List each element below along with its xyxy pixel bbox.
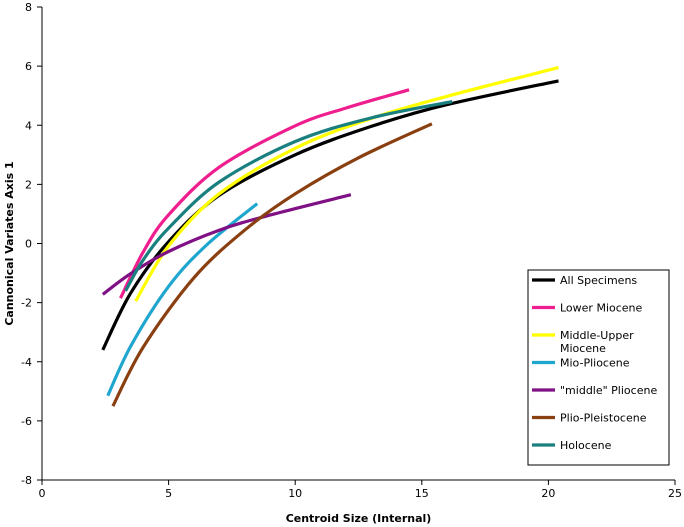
series-line-1: [101, 79, 559, 351]
legend-label: Lower Miocene: [560, 302, 643, 315]
y-tick-label: 8: [25, 1, 32, 14]
legend: All Specimens Lower Miocene Middle-Upper Mi…: [527, 269, 670, 466]
series-line-6: [111, 122, 433, 407]
legend-box: [527, 269, 670, 466]
legend-label: All Specimens: [560, 274, 637, 287]
y-tick-label: 6: [25, 60, 32, 73]
x-tick-label: 0: [39, 487, 46, 500]
series-line-3: [134, 66, 559, 302]
legend-label: Mio-Pliocene: [560, 357, 630, 370]
legend-label: "middle" Pliocene: [560, 384, 657, 397]
series-line-2: [119, 88, 410, 299]
x-tick-label: 15: [415, 487, 429, 500]
y-tick-label: -2: [21, 297, 32, 310]
series-line-7: [124, 100, 453, 292]
legend-label: Middle-Upper Miocene: [560, 329, 634, 355]
axes-group: 0 5 10 15 20 25 -8 -6 -4 -2 0 2 4 6 8: [21, 1, 682, 500]
series-line-4: [106, 202, 259, 397]
legend-label: Holocene: [560, 439, 612, 452]
y-tick-label: -4: [21, 356, 32, 369]
y-tick-label: 2: [25, 178, 32, 191]
x-tick-label: 25: [668, 487, 682, 500]
x-tick-label: 5: [165, 487, 172, 500]
y-axis-title: Cannonical Variates Axis 1: [3, 161, 16, 325]
legend-label: Plio-Pleistocene: [560, 412, 647, 425]
y-tick-label: 0: [25, 238, 32, 251]
series-layer: [101, 66, 559, 407]
x-tick-label: 20: [541, 487, 555, 500]
y-tick-label: -8: [21, 474, 32, 487]
series-line-5: [101, 193, 352, 296]
y-tick-label: -6: [21, 415, 32, 428]
x-tick-label: 10: [288, 487, 302, 500]
y-tick-label: 4: [25, 119, 32, 132]
x-axis-title: Centroid Size (Internal): [286, 512, 432, 525]
